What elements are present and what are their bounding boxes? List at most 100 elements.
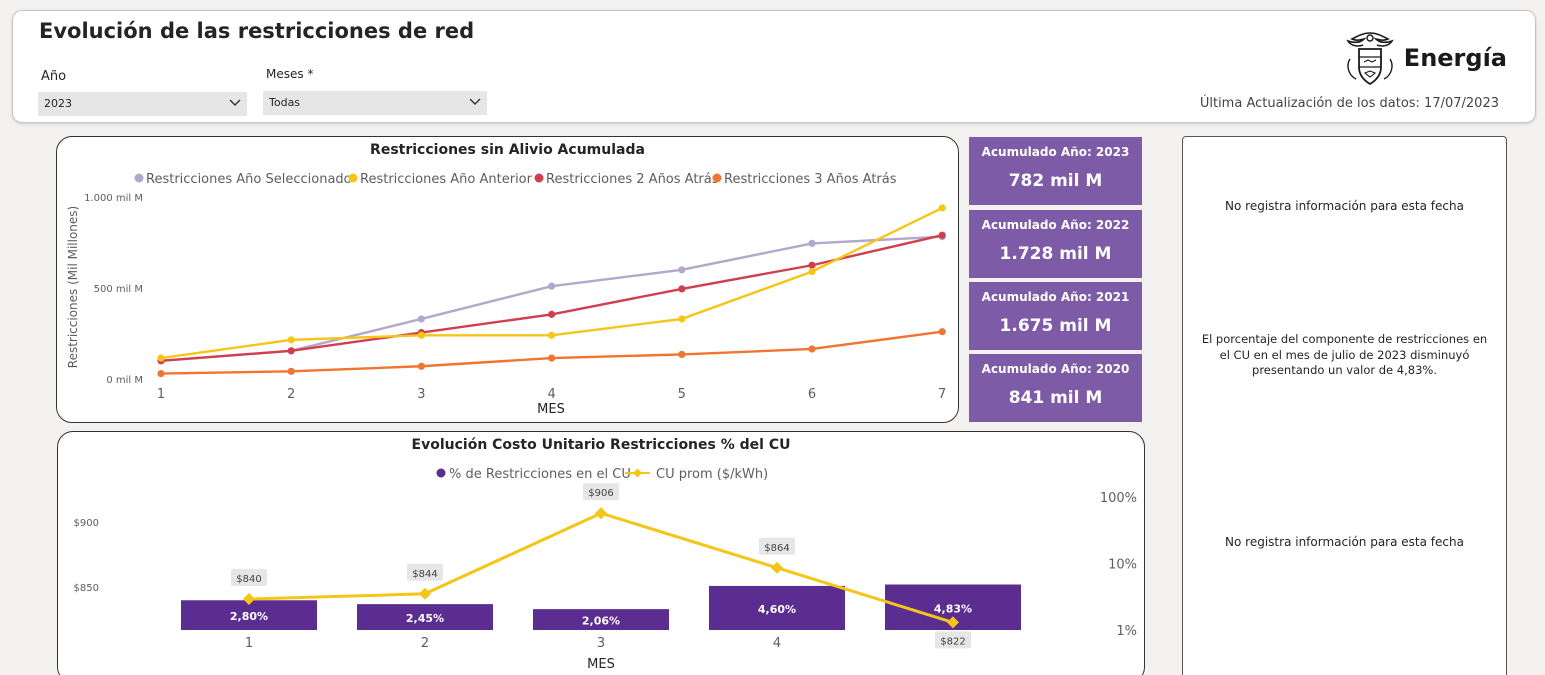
y-tick-label: 500 mil M bbox=[94, 284, 143, 295]
x-tick-label: 3 bbox=[417, 387, 425, 402]
kpi-card-2022: Acumulado Año: 2022 1.728 mil M bbox=[969, 210, 1142, 278]
data-point bbox=[287, 367, 295, 375]
kpi-title: Acumulado Año: 2022 bbox=[981, 218, 1130, 232]
cu-data-label: $840 bbox=[236, 574, 261, 585]
legend-label: Restricciones 2 Años Atrás bbox=[546, 172, 719, 187]
y-right-tick-label: 10% bbox=[1108, 558, 1137, 573]
bar bbox=[181, 600, 317, 630]
x-tick-label: 7 bbox=[938, 387, 946, 402]
year-slicer-label: Año bbox=[41, 69, 67, 84]
x-tick-label: 4 bbox=[547, 387, 555, 402]
x-tick-label: 2 bbox=[287, 387, 295, 402]
bar bbox=[709, 585, 845, 630]
month-slicer-dropdown[interactable]: Todas bbox=[263, 91, 487, 115]
kpi-value: 1.675 mil M bbox=[999, 316, 1112, 336]
chevron-down-icon bbox=[469, 98, 481, 105]
data-point bbox=[417, 315, 425, 323]
legend-marker bbox=[633, 468, 642, 478]
kpi-value: 782 mil M bbox=[1008, 171, 1103, 191]
info-message-bottom: No registra información para esta fecha bbox=[1225, 535, 1464, 549]
data-point bbox=[938, 328, 946, 336]
legend-label: Restricciones Año Anterior bbox=[360, 172, 533, 187]
unit-cost-combo-chart: % de Restricciones en el CU CU prom ($/kW… bbox=[74, 467, 1137, 672]
cu-data-point bbox=[419, 587, 431, 600]
legend-label: Restricciones 3 Años Atrás bbox=[724, 172, 897, 187]
x-tick-label: 5 bbox=[678, 387, 686, 402]
x-tick-label: 1 bbox=[245, 636, 253, 651]
page-title: Evolución de las restricciones de red bbox=[39, 19, 475, 43]
header-bar: Evolución de las restricciones de red Añ… bbox=[12, 10, 1536, 123]
data-point bbox=[287, 347, 295, 355]
kpi-card-2020: Acumulado Año: 2020 841 mil M bbox=[969, 354, 1142, 422]
ministry-logo: Energía bbox=[1342, 29, 1507, 87]
data-point bbox=[548, 354, 556, 362]
bar-data-label: 2,80% bbox=[230, 610, 268, 623]
unit-cost-chart-card: Evolución Costo Unitario Restricciones %… bbox=[57, 431, 1145, 675]
year-slicer-dropdown[interactable]: 2023 bbox=[38, 92, 247, 116]
data-point bbox=[808, 239, 816, 248]
cu-data-point bbox=[595, 507, 607, 520]
data-point bbox=[157, 369, 165, 378]
data-point bbox=[287, 336, 295, 344]
year-slicer-value: 2023 bbox=[44, 97, 72, 110]
y-tick-label: 0 mil M bbox=[106, 375, 143, 386]
month-slicer-label: Meses * bbox=[266, 67, 314, 81]
x-axis-label: MES bbox=[537, 402, 565, 417]
y-tick-label: 1.000 mil M bbox=[84, 193, 143, 204]
data-point bbox=[808, 268, 816, 276]
cu-data-label: $906 bbox=[588, 488, 613, 499]
kpi-value: 841 mil M bbox=[1008, 388, 1103, 408]
kpi-value: 1.728 mil M bbox=[999, 244, 1112, 264]
data-point bbox=[548, 331, 556, 339]
data-point bbox=[678, 266, 686, 274]
bar-data-label: 4,60% bbox=[758, 603, 796, 616]
cu-data-label: $822 bbox=[940, 636, 965, 647]
data-point bbox=[678, 315, 686, 323]
info-message-top: No registra información para esta fecha bbox=[1225, 199, 1464, 213]
data-point bbox=[417, 331, 425, 339]
y-axis-label: Restricciones (Mil Millones) bbox=[66, 206, 80, 368]
kpi-title: Acumulado Año: 2023 bbox=[981, 145, 1130, 159]
line-chart-title: Restricciones sin Alivio Acumulada bbox=[370, 142, 645, 158]
data-point bbox=[938, 204, 946, 212]
y-left-tick-label: $850 bbox=[74, 583, 99, 594]
legend-marker bbox=[712, 173, 722, 183]
x-tick-label: 2 bbox=[421, 636, 429, 651]
y-right-tick-label: 100% bbox=[1100, 491, 1137, 506]
x-axis-label: MES bbox=[587, 657, 615, 672]
cu-data-point bbox=[771, 561, 783, 574]
kpi-card-2021: Acumulado Año: 2021 1.675 mil M bbox=[969, 282, 1142, 350]
bar bbox=[533, 609, 669, 630]
x-tick-label: 1 bbox=[157, 387, 165, 402]
logo-text: Energía bbox=[1403, 44, 1507, 72]
info-message-middle: El porcentaje del componente de restricc… bbox=[1201, 332, 1488, 378]
data-point bbox=[548, 310, 556, 318]
legend-marker bbox=[348, 173, 358, 183]
kpi-title: Acumulado Año: 2020 bbox=[981, 362, 1130, 376]
last-update-text: Última Actualización de los datos: 17/07… bbox=[1199, 96, 1499, 111]
kpi-card-2023: Acumulado Año: 2023 782 mil M bbox=[969, 137, 1142, 205]
info-panel: No registra información para esta fecha … bbox=[1182, 136, 1507, 675]
legend-label: CU prom ($/kWh) bbox=[656, 467, 768, 482]
cu-line bbox=[248, 511, 954, 624]
data-point bbox=[417, 362, 425, 370]
cu-data-label: $864 bbox=[764, 543, 789, 554]
chevron-down-icon bbox=[229, 99, 241, 106]
legend-label: % de Restricciones en el CU bbox=[449, 467, 631, 482]
coat-of-arms-icon bbox=[1345, 32, 1394, 86]
cumulative-restrictions-chart-card: Restricciones sin Alivio Acumulada Restr… bbox=[56, 136, 959, 423]
x-tick-label: 6 bbox=[808, 387, 816, 402]
data-point bbox=[678, 350, 686, 359]
x-tick-label: 4 bbox=[773, 636, 781, 651]
data-point bbox=[157, 354, 165, 362]
bar-data-label: 2,06% bbox=[582, 615, 620, 628]
legend-label: Restricciones Año Seleccionado bbox=[146, 172, 352, 187]
x-tick-label: 3 bbox=[597, 636, 605, 651]
y-left-tick-label: $900 bbox=[74, 518, 99, 529]
cu-label-background bbox=[935, 631, 971, 649]
data-point bbox=[808, 345, 816, 353]
legend-marker bbox=[436, 468, 446, 478]
bar bbox=[357, 604, 493, 630]
month-slicer-value: Todas bbox=[269, 96, 301, 109]
cu-label-background bbox=[583, 483, 619, 501]
